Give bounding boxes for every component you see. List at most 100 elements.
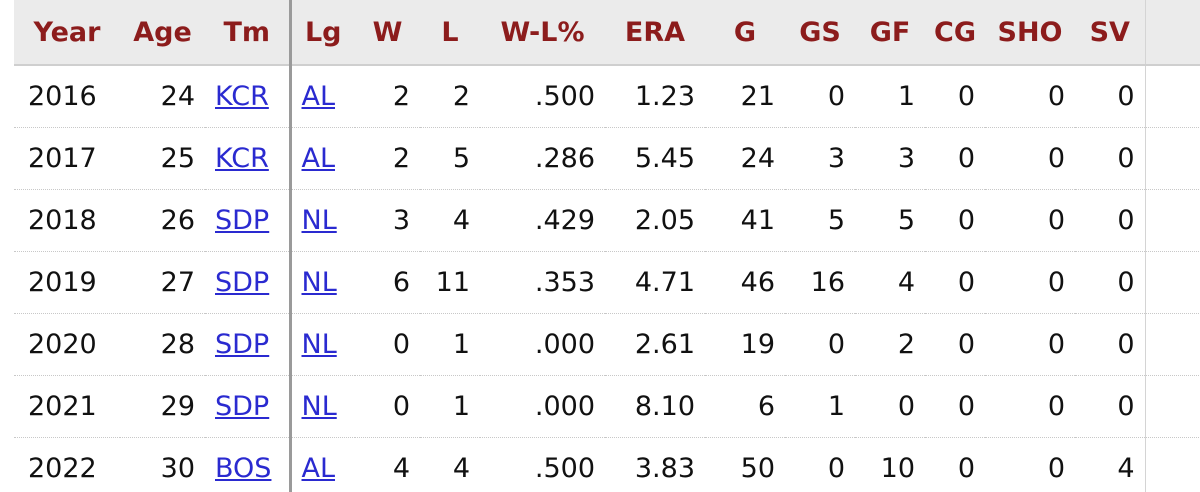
cell: AL (290, 127, 355, 190)
column-header: SV (1075, 0, 1146, 66)
column-header: Age (120, 0, 205, 66)
cell: 2 (420, 65, 480, 128)
cell: 2022 (14, 437, 120, 492)
cell: 0 (1075, 251, 1146, 314)
league-link[interactable]: NL (301, 391, 337, 422)
cell: 0 (985, 189, 1075, 252)
cell: .500 (480, 65, 605, 128)
cell: SDP (205, 189, 292, 252)
cell: 1 (420, 313, 480, 376)
cell: 3 (785, 127, 855, 190)
column-header: CG (925, 0, 985, 66)
cell: 0 (785, 65, 855, 128)
column-header: Year (14, 0, 120, 66)
cell: 0 (925, 313, 985, 376)
cell: 0 (1075, 65, 1146, 128)
cell: 2020 (14, 313, 120, 376)
league-link[interactable]: NL (301, 267, 337, 298)
cell (1145, 313, 1200, 376)
cell: 0 (925, 189, 985, 252)
cell: 21 (705, 65, 785, 128)
cell: .429 (480, 189, 605, 252)
cell: 30 (120, 437, 205, 492)
data-row: 2022 30 BOS AL 4 4.500 3.83 50 0 10 0 0 4 (14, 437, 1200, 492)
team-link[interactable]: KCR (215, 81, 269, 112)
cell: 6 (355, 251, 420, 314)
cell: 1 (785, 375, 855, 438)
cell: .500 (480, 437, 605, 492)
cell: 4.71 (605, 251, 705, 314)
column-header (1145, 0, 1200, 66)
cell (1145, 65, 1200, 128)
cell: 0 (925, 437, 985, 492)
cell: 2019 (14, 251, 120, 314)
data-row: 2020 28 SDP NL 0 1.000 2.61 19 0 2 0 0 0 (14, 313, 1200, 376)
team-link[interactable]: SDP (215, 329, 270, 360)
cell: KCR (205, 65, 292, 128)
cell: BOS (205, 437, 292, 492)
cell: 6 (705, 375, 785, 438)
column-header: GS (785, 0, 855, 66)
cell: 3.83 (605, 437, 705, 492)
league-link[interactable]: AL (301, 81, 336, 112)
cell: 2.05 (605, 189, 705, 252)
league-link[interactable]: NL (301, 205, 337, 236)
cell: 2 (355, 127, 420, 190)
column-header: W (355, 0, 420, 66)
cell: 5 (420, 127, 480, 190)
column-header: GF (855, 0, 925, 66)
team-link[interactable]: BOS (215, 453, 272, 484)
cell: 0 (1075, 313, 1146, 376)
cell: 1 (1145, 251, 1200, 314)
cell: 1 (855, 65, 925, 128)
team-link[interactable]: SDP (215, 391, 270, 422)
column-header: L (420, 0, 480, 66)
cell: 0 (925, 251, 985, 314)
cell: 4 (855, 251, 925, 314)
cell: 29 (120, 375, 205, 438)
cell: 3 (355, 189, 420, 252)
column-header: SHO (985, 0, 1075, 66)
cell: SDP (205, 313, 292, 376)
league-link[interactable]: NL (301, 329, 337, 360)
cell: 5 (855, 189, 925, 252)
league-link[interactable]: AL (301, 143, 336, 174)
cell: .000 (480, 313, 605, 376)
cell: 0 (985, 313, 1075, 376)
cell: 0 (1075, 127, 1146, 190)
cell (1145, 375, 1200, 438)
column-header: ERA (605, 0, 705, 66)
cell: 4 (420, 189, 480, 252)
cell: 16 (785, 251, 855, 314)
team-link[interactable]: SDP (215, 267, 270, 298)
team-link[interactable]: SDP (215, 205, 270, 236)
cell: 2017 (14, 127, 120, 190)
column-header: Tm (205, 0, 292, 66)
column-header: Lg (290, 0, 355, 66)
cell: 50 (705, 437, 785, 492)
cell: .000 (480, 375, 605, 438)
column-header: G (705, 0, 785, 66)
team-link[interactable]: KCR (215, 143, 269, 174)
cell: 0 (985, 437, 1075, 492)
cell: NL (290, 251, 355, 314)
cell: NL (290, 375, 355, 438)
cell: 10 (855, 437, 925, 492)
header-row: Year Age Tm Lg W L W-L% ERA G GS GF CG SHO SV (14, 0, 1200, 66)
league-link[interactable]: AL (301, 453, 336, 484)
cell: .353 (480, 251, 605, 314)
cell: 1.23 (605, 65, 705, 128)
cell: 0 (985, 375, 1075, 438)
cell: 2 (855, 313, 925, 376)
cell: 0 (925, 65, 985, 128)
cell: 3 (855, 127, 925, 190)
cell: AL (290, 65, 355, 128)
cell (1145, 189, 1200, 252)
cell: 2016 (14, 65, 120, 128)
cell: NL (290, 189, 355, 252)
cell: 0 (925, 127, 985, 190)
cell: SDP (205, 251, 292, 314)
cell: 2021 (14, 375, 120, 438)
cell: 4 (355, 437, 420, 492)
cell: 0 (925, 375, 985, 438)
